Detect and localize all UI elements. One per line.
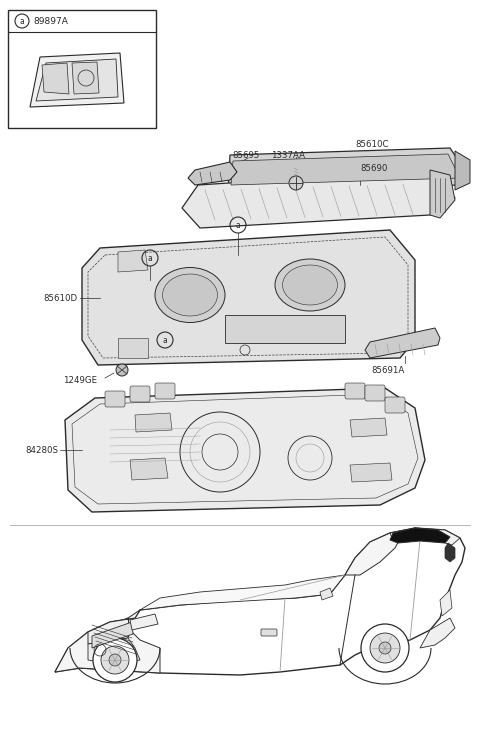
Circle shape [101, 646, 129, 674]
Text: a: a [163, 335, 168, 345]
Text: a: a [20, 16, 24, 26]
Text: 84280S: 84280S [25, 445, 58, 454]
Polygon shape [350, 463, 392, 482]
Polygon shape [55, 618, 160, 673]
Polygon shape [135, 413, 172, 432]
Circle shape [361, 624, 409, 672]
Polygon shape [72, 62, 99, 94]
Polygon shape [445, 543, 455, 562]
Text: 89897A: 89897A [33, 16, 68, 26]
Polygon shape [320, 588, 333, 600]
Text: 1249GE: 1249GE [63, 376, 97, 384]
Polygon shape [130, 458, 168, 480]
Polygon shape [231, 154, 460, 185]
Text: 85610D: 85610D [44, 293, 78, 303]
Ellipse shape [283, 265, 337, 305]
Text: 85691A: 85691A [372, 365, 405, 375]
Polygon shape [455, 151, 470, 190]
Circle shape [370, 633, 400, 663]
Polygon shape [92, 622, 133, 648]
Text: 85610C: 85610C [355, 140, 388, 148]
Polygon shape [88, 610, 140, 644]
Polygon shape [65, 388, 425, 512]
FancyBboxPatch shape [225, 315, 345, 343]
Polygon shape [390, 528, 460, 545]
FancyBboxPatch shape [155, 383, 175, 399]
Circle shape [93, 638, 137, 682]
Text: a: a [148, 254, 152, 262]
Ellipse shape [275, 259, 345, 311]
Circle shape [379, 642, 391, 654]
Circle shape [289, 176, 303, 190]
FancyBboxPatch shape [8, 10, 156, 128]
FancyBboxPatch shape [345, 383, 365, 399]
FancyBboxPatch shape [105, 391, 125, 407]
Text: 1337AA: 1337AA [271, 151, 305, 159]
Polygon shape [42, 63, 69, 94]
Circle shape [116, 364, 128, 376]
Polygon shape [430, 170, 455, 218]
Text: a: a [236, 220, 240, 229]
Polygon shape [55, 528, 465, 675]
Text: 85695: 85695 [232, 151, 259, 159]
FancyBboxPatch shape [365, 385, 385, 401]
Polygon shape [365, 328, 440, 358]
Polygon shape [390, 528, 450, 543]
Polygon shape [88, 638, 140, 664]
Polygon shape [82, 230, 415, 365]
Polygon shape [118, 250, 148, 272]
Polygon shape [118, 338, 148, 358]
Polygon shape [140, 575, 345, 610]
Polygon shape [440, 590, 452, 616]
Polygon shape [350, 418, 387, 437]
FancyBboxPatch shape [261, 629, 277, 636]
Ellipse shape [163, 274, 217, 316]
Circle shape [109, 654, 121, 666]
Polygon shape [188, 162, 237, 185]
Ellipse shape [155, 268, 225, 323]
Polygon shape [36, 59, 118, 101]
Polygon shape [228, 148, 468, 192]
Polygon shape [30, 53, 124, 107]
FancyBboxPatch shape [385, 397, 405, 413]
Polygon shape [130, 614, 158, 630]
Polygon shape [345, 530, 405, 575]
Text: 85690: 85690 [360, 163, 387, 173]
Polygon shape [182, 170, 455, 228]
Polygon shape [420, 618, 455, 648]
FancyBboxPatch shape [130, 386, 150, 402]
